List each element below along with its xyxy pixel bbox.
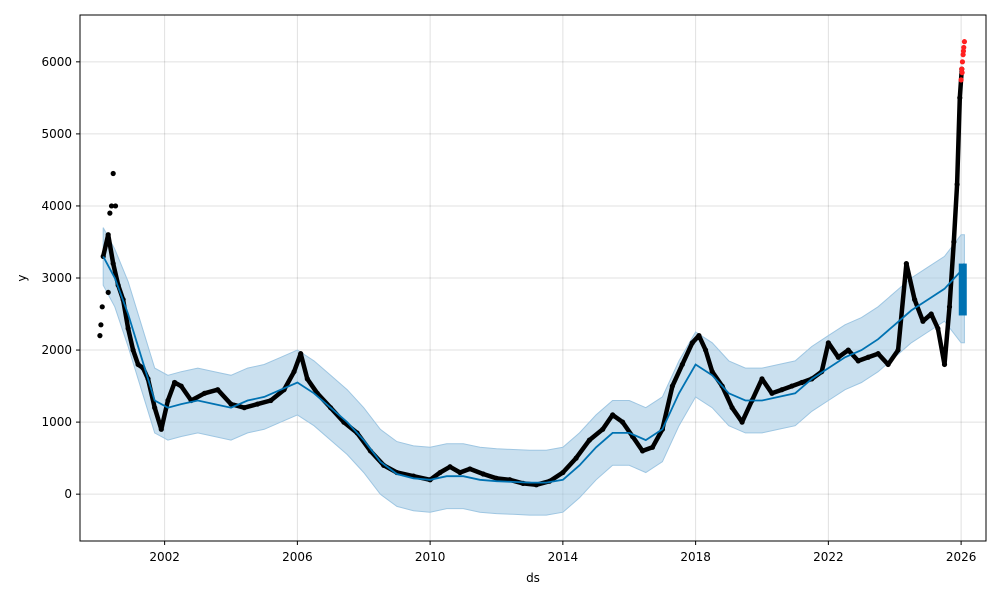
forecast-line [102,255,966,484]
future-observed-point [958,77,964,83]
forecast-range-bar-rect [958,263,967,316]
x-tick-label: 2026 [946,550,977,564]
y-axis-ticks: 0 1000 2000 3000 4000 5000 6000 [41,55,80,501]
x-axis-label: ds [526,571,540,585]
x-axis-ticks: 2002 2006 2010 2014 2018 2022 2026 [149,541,976,564]
observed-point [110,170,116,177]
future-observed-point [961,39,968,45]
y-tick-label: 4000 [41,199,72,213]
observed-point [107,210,113,216]
y-axis-label: y [15,274,29,281]
x-tick-label: 2014 [548,550,579,564]
y-tick-label: 2000 [41,343,72,357]
observed-point [105,289,111,296]
y-tick-label: 3000 [41,271,72,285]
observed-point [98,322,104,328]
x-tick-label: 2010 [415,550,446,564]
observed-dense-trace [100,66,965,488]
x-tick-label: 2022 [813,550,844,564]
future-observed-point [959,59,966,65]
forecast-range-bar [958,263,967,316]
x-tick-label: 2002 [149,550,180,564]
y-tick-label: 1000 [41,415,72,429]
uncertainty-band-area [102,227,965,516]
future-observed-point [959,70,965,76]
observed-point [99,304,105,310]
future-observed-point [960,48,967,54]
y-tick-label: 5000 [41,127,72,141]
y-tick-label: 0 [64,487,72,501]
x-tick-label: 2018 [680,550,711,564]
observed-point [97,333,103,339]
uncertainty-band [102,227,965,516]
observed-point [108,203,115,209]
forecast-line-path [102,255,966,484]
x-tick-label: 2006 [282,550,313,564]
observed-points [97,39,968,488]
observed-point [112,203,119,209]
y-tick-label: 6000 [41,55,72,69]
